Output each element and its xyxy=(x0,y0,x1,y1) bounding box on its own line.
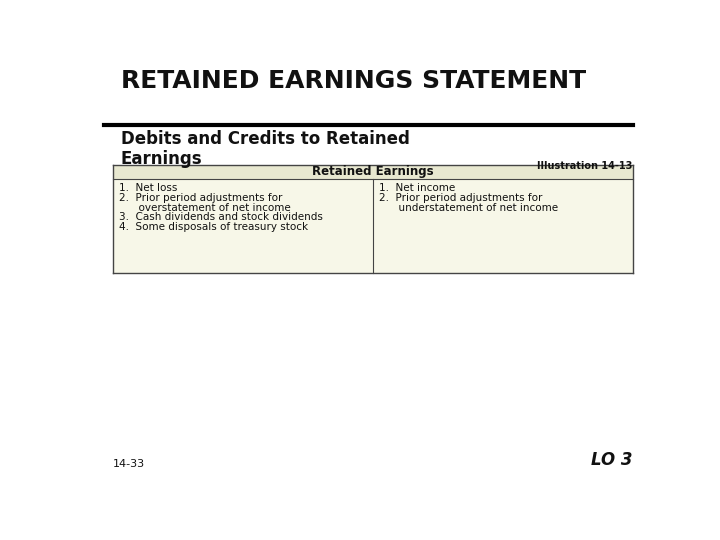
Text: Illustration 14-13: Illustration 14-13 xyxy=(537,161,632,171)
Text: 1.  Net income: 1. Net income xyxy=(379,184,455,193)
Text: LO 3: LO 3 xyxy=(591,451,632,469)
Text: overstatement of net income: overstatement of net income xyxy=(120,202,291,213)
Text: 1.  Net loss: 1. Net loss xyxy=(120,184,178,193)
Text: 2.  Prior period adjustments for: 2. Prior period adjustments for xyxy=(379,193,542,203)
Text: Debits and Credits to Retained: Debits and Credits to Retained xyxy=(121,130,410,148)
Text: RETAINED EARNINGS STATEMENT: RETAINED EARNINGS STATEMENT xyxy=(121,69,586,93)
Bar xyxy=(113,165,632,273)
Text: 3.  Cash dividends and stock dividends: 3. Cash dividends and stock dividends xyxy=(120,212,323,222)
Text: 14-33: 14-33 xyxy=(113,459,145,469)
Text: 4.  Some disposals of treasury stock: 4. Some disposals of treasury stock xyxy=(120,222,309,232)
Text: Earnings: Earnings xyxy=(121,150,202,167)
Text: Retained Earnings: Retained Earnings xyxy=(312,165,433,178)
Text: understatement of net income: understatement of net income xyxy=(379,202,558,213)
Bar xyxy=(113,165,632,179)
Text: 2.  Prior period adjustments for: 2. Prior period adjustments for xyxy=(120,193,283,203)
